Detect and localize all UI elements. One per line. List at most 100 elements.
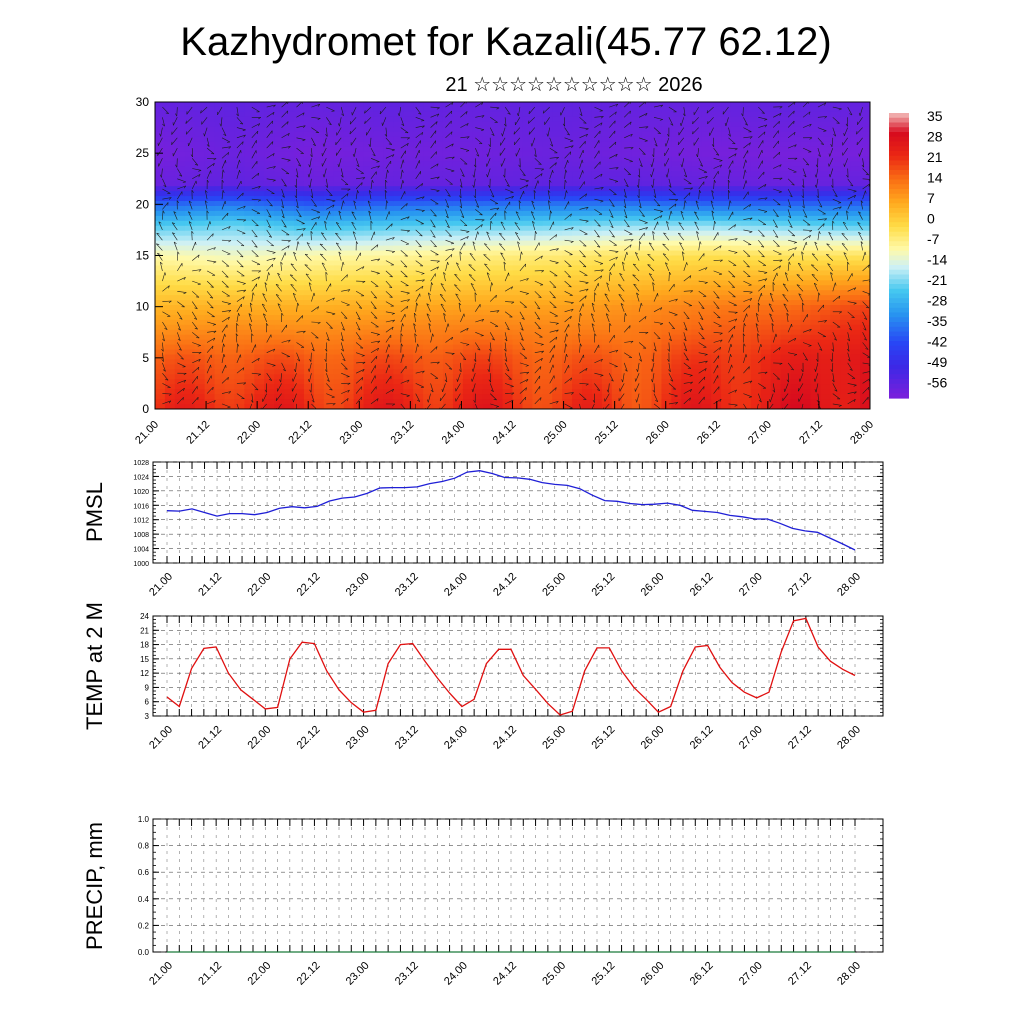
heatmap-cell	[472, 260, 484, 266]
heatmap-cell	[303, 136, 315, 143]
heatmap-cell	[850, 161, 861, 167]
heatmap-cell	[442, 404, 454, 409]
heatmap-cell	[800, 186, 812, 192]
heatmap-cell	[294, 255, 305, 262]
heatmap-cell	[403, 314, 414, 321]
heatmap-cell	[423, 225, 434, 232]
heatmap-cell	[224, 126, 236, 133]
wind-arrow-head	[228, 391, 232, 394]
heatmap-cell	[810, 404, 821, 409]
heatmap-cell	[721, 329, 732, 336]
heatmap-cell	[552, 156, 563, 163]
heatmap-cell	[840, 334, 851, 341]
heatmap-cell	[502, 205, 514, 212]
heatmap-cell	[631, 379, 643, 385]
heatmap-cell	[393, 146, 404, 153]
heatmap-cell	[750, 359, 762, 366]
heatmap-cell	[621, 334, 633, 341]
heatmap-cell	[840, 166, 851, 172]
heatmap-cell	[542, 245, 553, 252]
heatmap-cell	[294, 384, 305, 390]
heatmap-cell	[671, 136, 682, 143]
wind-arrow	[281, 168, 290, 175]
wind-arrow	[191, 148, 193, 158]
wind-arrow	[261, 403, 267, 409]
heatmap-cell	[294, 171, 305, 177]
heatmap-cell	[254, 354, 265, 361]
heatmap-cell	[512, 146, 524, 153]
heatmap-cell	[363, 374, 375, 380]
wind-arrow	[172, 232, 178, 241]
heatmap-cell	[800, 210, 812, 217]
heatmap-cell	[820, 106, 831, 113]
heatmap-cell	[671, 131, 682, 138]
heatmap-cell	[343, 334, 355, 341]
heatmap-cell	[303, 151, 315, 158]
heatmap-cell	[323, 309, 335, 316]
heatmap-cell	[403, 275, 414, 281]
heatmap-cell	[721, 295, 732, 301]
heatmap-cell	[721, 319, 732, 326]
heatmap-cell	[244, 220, 255, 227]
heatmap-cell	[433, 339, 444, 346]
heatmap-cell	[562, 171, 573, 177]
heatmap-cell	[681, 285, 692, 291]
heatmap-cell	[780, 116, 792, 123]
heatmap-cell	[820, 374, 831, 380]
heatmap-cell	[363, 309, 375, 316]
heatmap-cell	[512, 364, 524, 370]
heatmap-cell	[452, 374, 464, 380]
heatmap-cell	[611, 245, 623, 252]
wind-arrow	[162, 321, 168, 330]
heatmap-cell	[671, 359, 682, 366]
heatmap-cell	[333, 275, 345, 281]
wind-arrow	[236, 403, 240, 409]
heatmap-cell	[174, 364, 186, 370]
heatmap-cell	[631, 171, 643, 177]
wind-arrow	[262, 293, 267, 302]
heatmap-cell	[224, 111, 236, 118]
heatmap-cell	[333, 334, 345, 341]
heatmap-cell	[770, 394, 782, 400]
heatmap-cell	[800, 285, 812, 291]
heatmap-cell	[155, 116, 166, 123]
heatmap-cell	[502, 404, 514, 409]
heatmap-cell	[800, 111, 812, 118]
heatmap-cell	[542, 205, 553, 212]
wind-arrow-head	[164, 328, 168, 330]
heatmap-cell	[174, 146, 186, 153]
heatmap-cell	[492, 250, 504, 257]
heatmap-cell	[631, 186, 643, 192]
heatmap-cell	[214, 359, 226, 366]
heatmap-cell	[472, 126, 484, 133]
heatmap-cell	[840, 290, 851, 296]
heatmap-cell	[403, 344, 414, 351]
heatmap-cell	[572, 166, 583, 172]
heatmap-cell	[840, 191, 851, 197]
heatmap-cell	[522, 379, 533, 385]
wind-arrow	[192, 358, 201, 364]
heatmap-cell	[174, 215, 186, 222]
heatmap-cell	[264, 344, 275, 351]
heatmap-cell	[651, 324, 663, 331]
heatmap-cell	[423, 215, 434, 222]
heatmap-cell	[254, 141, 265, 148]
wind-arrow-head	[273, 257, 276, 261]
heatmap-cell	[482, 230, 494, 237]
heatmap-cell	[641, 205, 653, 212]
heatmap-cell	[155, 305, 166, 311]
heatmap-cell	[740, 255, 752, 262]
wind-arrow-head	[228, 226, 231, 230]
wind-arrow-head	[277, 303, 281, 306]
heatmap-cell	[542, 285, 553, 291]
heatmap-cell	[721, 305, 732, 311]
heatmap-cell	[214, 245, 226, 252]
wind-arrow	[206, 386, 214, 394]
heatmap-cell	[393, 205, 404, 212]
heatmap-cell	[333, 196, 345, 202]
heatmap-cell	[591, 339, 603, 346]
heatmap-cell	[651, 131, 663, 138]
heatmap-cell	[582, 329, 593, 336]
heatmap-cell	[740, 305, 752, 311]
wind-arrow-head	[197, 367, 200, 371]
